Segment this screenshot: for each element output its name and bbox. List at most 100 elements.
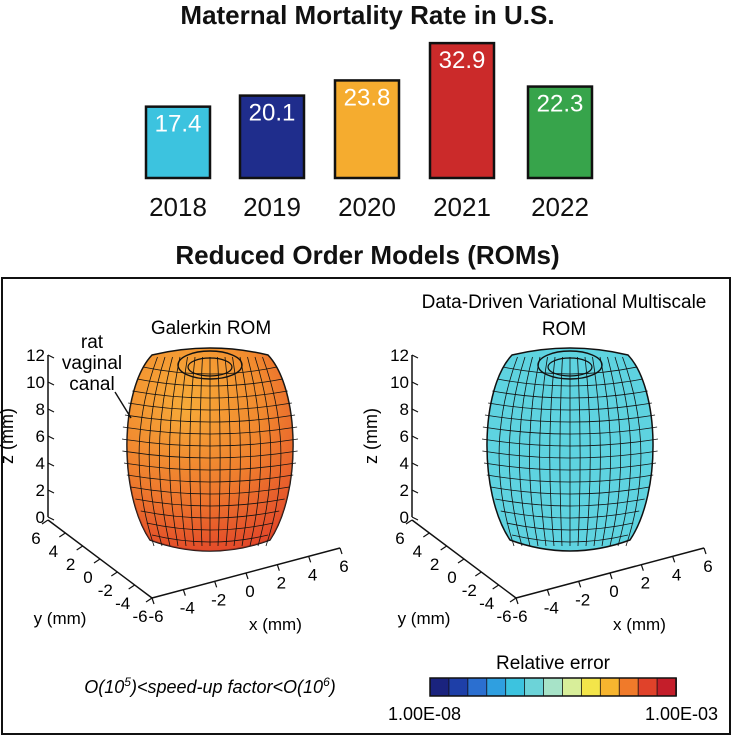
- ddvms-z-tick-label: 12: [390, 346, 409, 365]
- galerkin-x-tick-label: -6: [148, 607, 163, 626]
- galerkin-y-tick-label: 2: [66, 555, 75, 574]
- bar-2020: [333, 79, 401, 180]
- galerkin-grid-lon: [262, 356, 282, 547]
- bar-2018: [144, 105, 212, 180]
- ddvms-x-tick: [672, 556, 676, 563]
- bar-2022: [526, 85, 594, 180]
- ddvms-grid-lon: [498, 356, 518, 547]
- colorbar-title: Relative error: [496, 653, 611, 674]
- galerkin-y-tick: [76, 545, 83, 551]
- galerkin-y-tick-label: -4: [115, 594, 130, 613]
- galerkin-x-tick-label: 0: [245, 582, 254, 601]
- galerkin-x-tick-label: -2: [211, 590, 226, 609]
- colorbar-segment: [486, 677, 507, 697]
- galerkin-grid-lon: [169, 356, 181, 547]
- ddvms-z-tick: [411, 435, 419, 440]
- ddvms-grid-lon: [592, 356, 601, 547]
- galerkin-z-tick: [47, 462, 55, 467]
- galerkin-x-tick-label: 2: [277, 574, 286, 593]
- ddvms-x-tick-label: 6: [703, 557, 712, 576]
- ddvms-z-tick: [411, 489, 419, 494]
- bar-value-label-2022: 22.3: [537, 91, 584, 118]
- ddvms-y-tick: [423, 532, 430, 538]
- galerkin-grid-lon: [179, 356, 188, 547]
- ddvms-grid-lon: [539, 356, 548, 547]
- galerkin-x-tick: [276, 564, 280, 571]
- ddvms-y-tick: [475, 571, 482, 577]
- ddvms-subplot-title-line: ROM: [542, 319, 586, 340]
- colorbar-segment: [467, 677, 488, 697]
- ddvms-grid-lon: [518, 356, 533, 547]
- galerkin-y-tick-label: 0: [83, 568, 92, 587]
- galerkin-y-tick: [59, 532, 66, 538]
- galerkin-z-tick: [47, 489, 55, 494]
- ddvms-grid-lon: [599, 356, 611, 547]
- ddvms-x-tick: [609, 572, 613, 580]
- galerkin-subplot-title: Galerkin ROM: [151, 318, 271, 339]
- rat-canal-annotation-line: canal: [69, 374, 114, 395]
- ddvms-x-tick-label: -2: [575, 590, 590, 609]
- galerkin-x-tick: [214, 581, 218, 588]
- ddvms-y-tick: [492, 584, 499, 590]
- ddvms-y-tick: [509, 597, 517, 603]
- bar-2019: [238, 94, 306, 180]
- ddvms-z-tick: [411, 354, 419, 359]
- galerkin-z-tick-label: 0: [36, 508, 45, 527]
- galerkin-y-tick-label: 6: [31, 529, 40, 548]
- galerkin-z-tick-label: 2: [36, 481, 45, 500]
- colorbar-segment: [637, 677, 658, 697]
- galerkin-z-tick-label: 12: [26, 346, 45, 365]
- ddvms-z-tick: [411, 462, 419, 467]
- rat-canal-annotation-line: rat: [81, 332, 104, 353]
- galerkin-z-axis-label: z (mm): [0, 408, 17, 464]
- bar-value-label-2018: 17.4: [155, 111, 202, 138]
- galerkin-grid-lon: [138, 356, 158, 547]
- galerkin-opening-outer: [177, 350, 243, 380]
- galerkin-x-tick: [151, 597, 155, 605]
- ddvms-y-tick: [457, 558, 465, 564]
- bar-category-label-2018: 2018: [149, 192, 207, 222]
- ddvms-y-tick: [405, 519, 413, 525]
- galerkin-y-tick-label: 4: [49, 542, 58, 561]
- bar-value-label-2021: 32.9: [439, 47, 486, 74]
- ddvms-grid-lon: [559, 356, 563, 547]
- galerkin-grid-lon: [148, 356, 166, 547]
- bar-category-label-2020: 2020: [338, 192, 396, 222]
- galerkin-grid-lon: [232, 356, 241, 547]
- colorbar-frame: [429, 677, 677, 697]
- rom-section-title: Reduced Order Models (ROMs): [175, 240, 560, 270]
- ddvms-opening-outer: [537, 350, 603, 380]
- ddvms-y-tick: [440, 545, 447, 551]
- bar-2021: [428, 41, 496, 180]
- galerkin-y-tick-label: -6: [132, 607, 147, 626]
- speedup-prefix: O(10: [84, 677, 124, 697]
- colorbar-segment: [580, 677, 602, 697]
- galerkin-grid-lon: [247, 356, 262, 547]
- ddvms-z-tick-label: 2: [400, 481, 409, 500]
- ddvms-subplot-title-line: Data-Driven Variational Multiscale: [422, 292, 707, 313]
- galerkin-x-tick: [339, 547, 343, 555]
- colorbar-segment: [618, 677, 640, 697]
- ddvms-y-tick-label: 4: [413, 542, 422, 561]
- galerkin-z-tick-label: 8: [36, 400, 45, 419]
- galerkin-grid-lon: [199, 356, 203, 547]
- colorbar-segment: [448, 677, 469, 697]
- speedup-exponent-2: 6: [323, 675, 330, 689]
- ddvms-z-tick: [411, 381, 419, 386]
- ddvms-x-tick: [546, 589, 550, 596]
- colorbar-segment: [524, 677, 545, 697]
- galerkin-y-tick: [41, 519, 49, 525]
- bar-category-label-2021: 2021: [433, 192, 491, 222]
- galerkin-z-tick: [47, 381, 55, 386]
- colorbar-segment: [543, 677, 564, 697]
- ddvms-grid-lon: [508, 356, 526, 547]
- galerkin-z-tick-label: 6: [36, 427, 45, 446]
- galerkin-x-tick-label: -4: [180, 599, 195, 618]
- galerkin-grid-lon: [217, 356, 221, 547]
- ddvms-z-tick-label: 8: [400, 400, 409, 419]
- ddvms-x-tick-label: 4: [672, 565, 681, 584]
- bar-value-label-2019: 20.1: [249, 100, 296, 127]
- ddvms-z-tick-label: 6: [400, 427, 409, 446]
- speedup-exponent-1: 5: [124, 675, 131, 689]
- speedup-factor-text: O(105)<speed-up factor<O(106): [84, 675, 336, 697]
